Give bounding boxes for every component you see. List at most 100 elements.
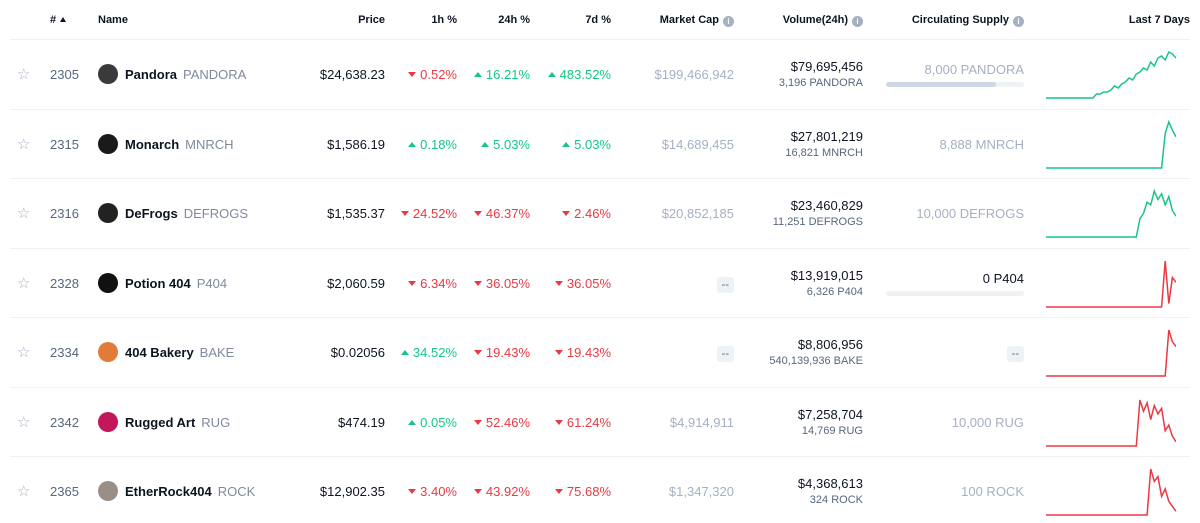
supply-cell: 0 P404	[983, 271, 1024, 286]
price-column-header[interactable]: Price	[358, 14, 385, 26]
market-cap-header-label: Market Cap	[659, 14, 719, 26]
watchlist-star-icon[interactable]: ☆	[17, 274, 31, 292]
price-value: $1,535.37	[327, 206, 385, 221]
24h-change: 52.46%	[473, 415, 530, 430]
supply-cell: --	[1006, 345, 1024, 362]
7d-column-header[interactable]: 7d %	[585, 14, 611, 26]
price-value: $474.19	[338, 414, 385, 430]
1h-change: 0.52%	[408, 67, 457, 82]
price-sparkline[interactable]	[1046, 50, 1176, 100]
empty-value: --	[716, 276, 734, 293]
caret-up-icon	[400, 350, 409, 355]
info-icon[interactable]: i	[1013, 16, 1024, 27]
volume-value[interactable]: $79,695,456	[790, 59, 863, 74]
24h-change-value: 36.05%	[485, 275, 530, 291]
volume-value[interactable]: $23,460,829	[790, 198, 863, 213]
coin-name-link[interactable]: Potion 404 P404	[125, 276, 227, 291]
404-bakery-icon	[98, 342, 118, 362]
caret-down-icon	[473, 419, 482, 425]
price-value: $24,638.23	[319, 67, 385, 82]
market-cap-cell: $4,914,911	[670, 415, 734, 430]
volume-value[interactable]: $27,801,219	[790, 128, 863, 144]
price-sparkline[interactable]	[1046, 328, 1176, 378]
price-sparkline[interactable]	[1046, 467, 1176, 517]
caret-down-icon	[473, 489, 482, 494]
watchlist-star-icon[interactable]: ☆	[17, 135, 31, 153]
market-cap-value: $1,347,320	[668, 484, 734, 499]
watchlist-star-icon[interactable]: ☆	[17, 205, 31, 222]
watchlist-star-icon[interactable]: ☆	[17, 66, 31, 83]
coin-name-link[interactable]: Pandora PANDORA	[125, 67, 246, 82]
sparkline-path	[1046, 50, 1176, 99]
supply-cell: 10,000 RUG	[952, 415, 1024, 430]
supply-cell: 8,000 PANDORA	[925, 62, 1024, 77]
price-value: $12,902.35	[319, 484, 385, 499]
table-row[interactable]: ☆ 2342 Rugged Art RUG $474.19 0.05% 52.46…	[10, 388, 1190, 457]
price-sparkline[interactable]	[1046, 398, 1176, 448]
caret-down-icon	[473, 280, 482, 286]
1h-change-value: 34.52%	[412, 345, 457, 360]
watchlist-star-icon[interactable]: ☆	[17, 483, 31, 500]
name-column-header[interactable]: Name	[98, 14, 128, 26]
table-row[interactable]: ☆ 2316 DeFrogs DEFROGS $1,535.37 24.52% 4…	[10, 179, 1190, 249]
supply-column-header[interactable]: Circulating Supply i	[912, 14, 1024, 27]
sort-ascending-icon[interactable]	[60, 17, 67, 22]
pandora-icon	[98, 64, 118, 84]
coin-name: Potion 404	[125, 275, 191, 291]
volume-value[interactable]: $7,258,704	[797, 406, 863, 422]
caret-up-icon	[408, 141, 417, 147]
1h-change: 6.34%	[408, 276, 457, 291]
coin-symbol: P404	[196, 275, 228, 291]
sparkline-path	[1046, 399, 1176, 447]
coin-name-link[interactable]: 404 Bakery BAKE	[125, 345, 234, 360]
table-row[interactable]: ☆ 2315 Monarch MNRCH $1,586.19 0.18% 5.03…	[10, 110, 1190, 179]
volume-value[interactable]: $4,368,613	[797, 476, 863, 491]
volume-column-header[interactable]: Volume(24h) i	[783, 14, 863, 27]
rank-column-header[interactable]: #	[50, 14, 67, 26]
watchlist-star-icon[interactable]: ☆	[17, 413, 31, 431]
table-row[interactable]: ☆ 2328 Potion 404 P404 $2,060.59 6.34% 36…	[10, 249, 1190, 318]
1h-change-value: 3.40%	[420, 484, 457, 499]
price-sparkline[interactable]	[1046, 119, 1176, 170]
coin-symbol: MNRCH	[185, 136, 234, 152]
info-icon[interactable]: i	[852, 16, 863, 27]
price-sparkline[interactable]	[1046, 189, 1176, 239]
24h-change-value: 46.37%	[485, 206, 530, 221]
table-row[interactable]: ☆ 2305 Pandora PANDORA $24,638.23 0.52% 1…	[10, 40, 1190, 110]
coin-name: Monarch	[125, 136, 180, 152]
table-row[interactable]: ☆ 2334 404 Bakery BAKE $0.02056 34.52% 19…	[10, 318, 1190, 388]
24h-column-header[interactable]: 24h %	[498, 14, 530, 26]
1h-change: 0.05%	[408, 415, 457, 430]
supply-value: 8,000 PANDORA	[924, 62, 1024, 77]
potion-404-icon	[98, 272, 118, 293]
7d-change: 5.03%	[562, 137, 611, 152]
1h-change-value: 0.52%	[420, 67, 457, 82]
sparkline-path	[1046, 329, 1176, 377]
volume-value[interactable]: $8,806,956	[797, 337, 863, 352]
market-cap-cell: $199,466,942	[654, 67, 734, 82]
rank-value: 2365	[50, 484, 79, 499]
table-row[interactable]: ☆ 2365 EtherRock404 ROCK $12,902.35 3.40%…	[10, 457, 1190, 523]
coin-symbol: BAKE	[199, 345, 235, 360]
watchlist-star-icon[interactable]: ☆	[17, 344, 31, 361]
caret-down-icon	[554, 280, 563, 286]
coin-name-link[interactable]: Monarch MNRCH	[125, 137, 234, 152]
market-cap-value: $20,852,185	[661, 206, 734, 221]
price-sparkline[interactable]	[1046, 259, 1176, 309]
market-cap-column-header[interactable]: Market Cap i	[660, 14, 734, 27]
coin-name-link[interactable]: Rugged Art RUG	[125, 415, 230, 430]
24h-change: 43.92%	[473, 484, 530, 499]
coin-name-link[interactable]: DeFrogs DEFROGS	[125, 206, 248, 221]
info-icon[interactable]: i	[723, 16, 734, 27]
empty-value: --	[716, 346, 734, 362]
24h-change: 5.03%	[481, 137, 530, 152]
7d-change: 483.52%	[547, 67, 611, 82]
volume-value[interactable]: $13,919,015	[790, 267, 863, 283]
1h-column-header[interactable]: 1h %	[431, 14, 457, 26]
coin-name-link[interactable]: EtherRock404 ROCK	[125, 484, 255, 499]
7d-change-value: 5.03%	[574, 136, 611, 152]
24h-change-value: 5.03%	[493, 136, 530, 152]
1h-change: 0.18%	[408, 137, 457, 152]
volume-coin-amount: 14,769 RUG	[801, 424, 863, 437]
sparkline-path	[1046, 189, 1176, 238]
